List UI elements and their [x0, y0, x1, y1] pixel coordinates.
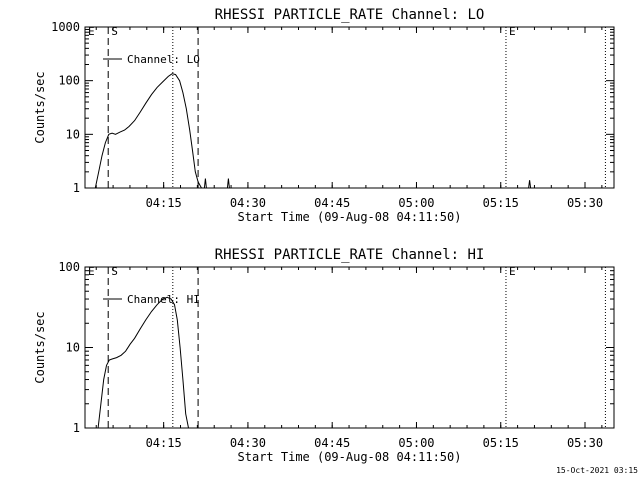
panel-2-marker-label: E: [88, 265, 95, 278]
panel-1-series-line: [94, 73, 205, 189]
panel-1-x-tick-label: 04:15: [146, 196, 182, 210]
panel-2-title: RHESSI PARTICLE_RATE Channel: HI: [215, 247, 485, 263]
panel-1-y-tick-label: 1000: [51, 20, 80, 34]
panel-2-x-tick-label: 05:15: [483, 436, 519, 450]
panel-2-axes-frame: [84, 266, 615, 429]
panel-2-x-tick-label: 05:30: [567, 436, 603, 450]
footer-timestamp: 15-Oct-2021 03:15: [556, 466, 638, 475]
panel-1-x-tick-label: 05:00: [398, 196, 434, 210]
panel-2-x-tick-label: 04:15: [146, 436, 182, 450]
panel-1-x-axis-label: Start Time (09-Aug-08 04:11:50): [238, 210, 462, 224]
panel-1-marker-label: E: [88, 25, 95, 38]
panel-1-x-tick-label: 05:30: [567, 196, 603, 210]
panel-2-x-tick-label: 04:45: [314, 436, 350, 450]
panel-2-x-tick-label: 05:00: [398, 436, 434, 450]
panel-1-x-tick-label: 04:45: [314, 196, 350, 210]
panel-2-y-axis-label: Counts/sec: [33, 311, 47, 383]
panel-2-marker-label: E: [509, 265, 516, 278]
panel-1-y-axis-label: Counts/sec: [33, 71, 47, 143]
panel-1-series-spike: [528, 180, 532, 189]
panel-2-marker-label: S: [111, 265, 118, 278]
panel-2-series-line: [97, 296, 189, 429]
panel-1-marker-label: S: [111, 25, 118, 38]
panel-2-legend-label: Channel: HI: [127, 293, 200, 306]
panel-1-y-tick-label: 10: [66, 127, 80, 141]
panel-1-marker-label: E: [509, 25, 516, 38]
panel-1-series-spike: [203, 178, 207, 189]
panel-2-x-tick-label: 04:30: [230, 436, 266, 450]
panel-2-y-tick-label: 100: [58, 260, 80, 274]
panel-1-title: RHESSI PARTICLE_RATE Channel: LO: [215, 7, 485, 23]
panel-1-y-tick-label: 100: [58, 74, 80, 88]
panel-1-y-tick-label: 1: [73, 181, 80, 195]
panel-2-y-tick-label: 10: [66, 341, 80, 355]
panel-1-legend-label: Channel: LO: [127, 53, 200, 66]
panel-1-x-tick-label: 04:30: [230, 196, 266, 210]
panel-1-series-spike: [226, 178, 230, 189]
panel-1-x-tick-label: 05:15: [483, 196, 519, 210]
panel-2-y-tick-label: 1: [73, 421, 80, 435]
panel-2-x-axis-label: Start Time (09-Aug-08 04:11:50): [238, 450, 462, 464]
panel-1-axes-frame: [84, 26, 615, 189]
